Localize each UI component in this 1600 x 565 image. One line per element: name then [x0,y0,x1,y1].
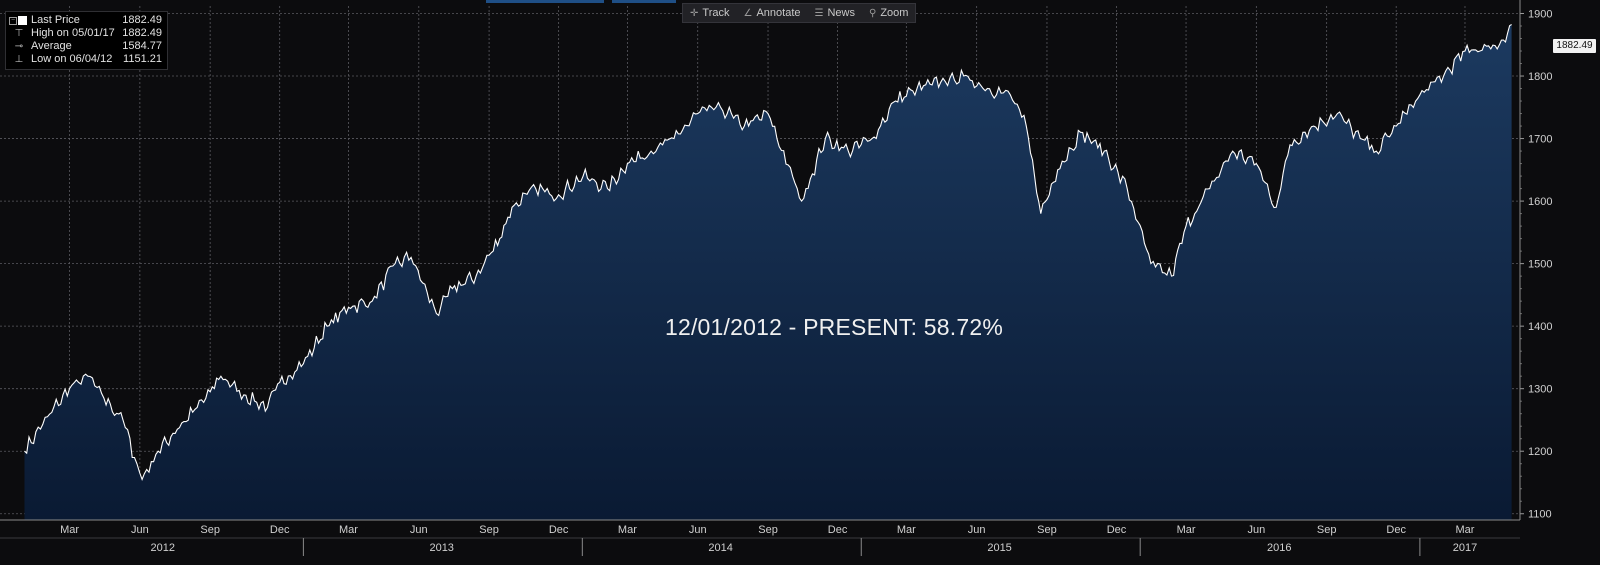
x-month-label: Jun [131,524,149,536]
y-tick-label: 1600 [1528,196,1552,208]
y-tick-label: 1100 [1528,509,1552,521]
x-month-label: Dec [828,524,848,536]
x-month-label: Sep [758,524,778,536]
news-label: News [827,7,855,19]
average-marker-icon: ⊸ [14,41,24,52]
y-tick-label: 1700 [1528,134,1552,146]
top-tab-2[interactable] [612,0,676,3]
legend-last-price[interactable]: − Last Price 1882.49 [6,14,167,27]
x-month-label: Dec [270,524,290,536]
x-month-label: Sep [479,524,499,536]
x-month-label: Mar [60,524,79,536]
legend-last-price-value: 1882.49 [122,14,162,26]
x-month-label: Sep [1317,524,1337,536]
y-tick-label: 1200 [1528,446,1552,458]
legend-low-value: 1151.21 [123,53,162,65]
legend-high-label: High on 05/01/17 [31,27,115,39]
x-month-label: Jun [410,524,428,536]
y-tick-label: 1800 [1528,71,1552,83]
price-area-fill [24,24,1512,520]
last-price-tag: 1882.49 [1553,39,1596,53]
x-month-label: Jun [968,524,986,536]
legend-average-value: 1584.77 [122,40,162,52]
price-line [24,24,1512,481]
pencil-icon: ∠ [743,7,753,19]
crosshair-icon: ✛ [690,7,699,19]
zoom-label: Zoom [880,7,909,19]
y-axis: 1100 1200 1300 1400 1500 1600 1700 1800 1900 [1519,0,1552,521]
x-month-label: Dec [549,524,569,536]
x-axis: Mar Jun Sep Dec Mar Jun Sep Dec Mar Jun Sep Dec Mar J… [0,519,1520,556]
annotate-button[interactable]: ∠ Annotate [736,4,807,22]
y-tick-label: 1500 [1528,259,1552,271]
high-marker-icon: ⊤ [14,28,24,39]
track-label: Track [702,7,730,19]
x-year-label: 2017 [1453,542,1477,554]
x-month-label: Jun [1247,524,1265,536]
x-year-label: 2013 [429,542,453,554]
magnifier-icon: ⚲ [868,7,877,19]
top-tab-1[interactable] [486,0,604,3]
legend-average-label: Average [31,40,72,52]
annotate-label: Annotate [756,7,801,19]
legend-low[interactable]: ⊥ Low on 06/04/12 1151.21 [6,53,167,66]
news-button[interactable]: ☰ News [808,4,862,22]
x-month-label: Mar [618,524,637,536]
x-month-label: Sep [200,524,220,536]
x-month-label: Dec [1386,524,1406,536]
news-icon: ☰ [814,7,824,19]
x-month-label: Dec [1107,524,1127,536]
x-year-label: 2012 [151,542,175,554]
chart-legend: − Last Price 1882.49 ⊤ High on 05/01/17 … [5,11,168,70]
zoom-button[interactable]: ⚲ Zoom [862,4,915,22]
low-marker-icon: ⊥ [14,54,24,65]
x-month-label: Mar [897,524,916,536]
top-tab-strip [0,0,1600,4]
collapse-icon[interactable]: − [9,17,17,25]
track-button[interactable]: ✛ Track [683,4,736,22]
y-tick-label: 1400 [1528,321,1552,333]
legend-last-price-label: Last Price [31,14,80,26]
series-swatch-icon [18,16,27,25]
x-month-label: Mar [339,524,358,536]
y-tick-label: 1900 [1528,9,1552,21]
x-month-label: Jun [689,524,707,536]
x-month-label: Mar [1177,524,1196,536]
chart-toolbar: ✛ Track ∠ Annotate ☰ News ⚲ Zoom [682,3,917,23]
x-month-label: Sep [1037,524,1057,536]
legend-high-value: 1882.49 [122,27,162,39]
legend-low-label: Low on 06/04/12 [31,53,113,65]
y-tick-label: 1300 [1528,384,1552,396]
x-year-label: 2014 [708,542,732,554]
performance-annotation: 12/01/2012 - PRESENT: 58.72% [664,314,1004,340]
legend-high[interactable]: ⊤ High on 05/01/17 1882.49 [6,27,167,40]
legend-average[interactable]: ⊸ Average 1584.77 [6,40,167,53]
x-month-label: Mar [1456,524,1475,536]
x-year-label: 2016 [1267,542,1291,554]
x-year-label: 2015 [987,542,1011,554]
